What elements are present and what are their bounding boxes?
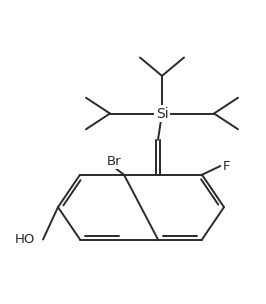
Text: Si: Si [156,106,168,120]
Text: F: F [223,160,231,172]
Text: Br: Br [107,155,122,168]
Text: HO: HO [15,233,35,246]
